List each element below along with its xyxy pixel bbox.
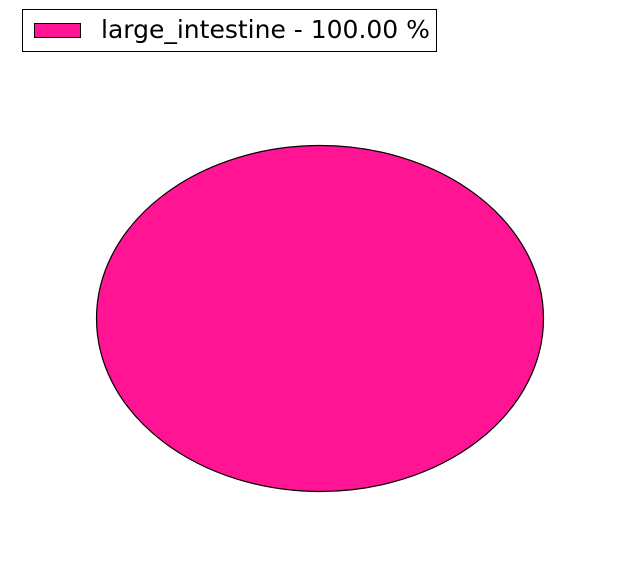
- legend-label: large_intestine - 100.00 %: [101, 15, 430, 44]
- pie-slice-large-intestine: [95, 144, 545, 493]
- legend-swatch: [34, 23, 81, 38]
- legend: large_intestine - 100.00 %: [22, 9, 437, 52]
